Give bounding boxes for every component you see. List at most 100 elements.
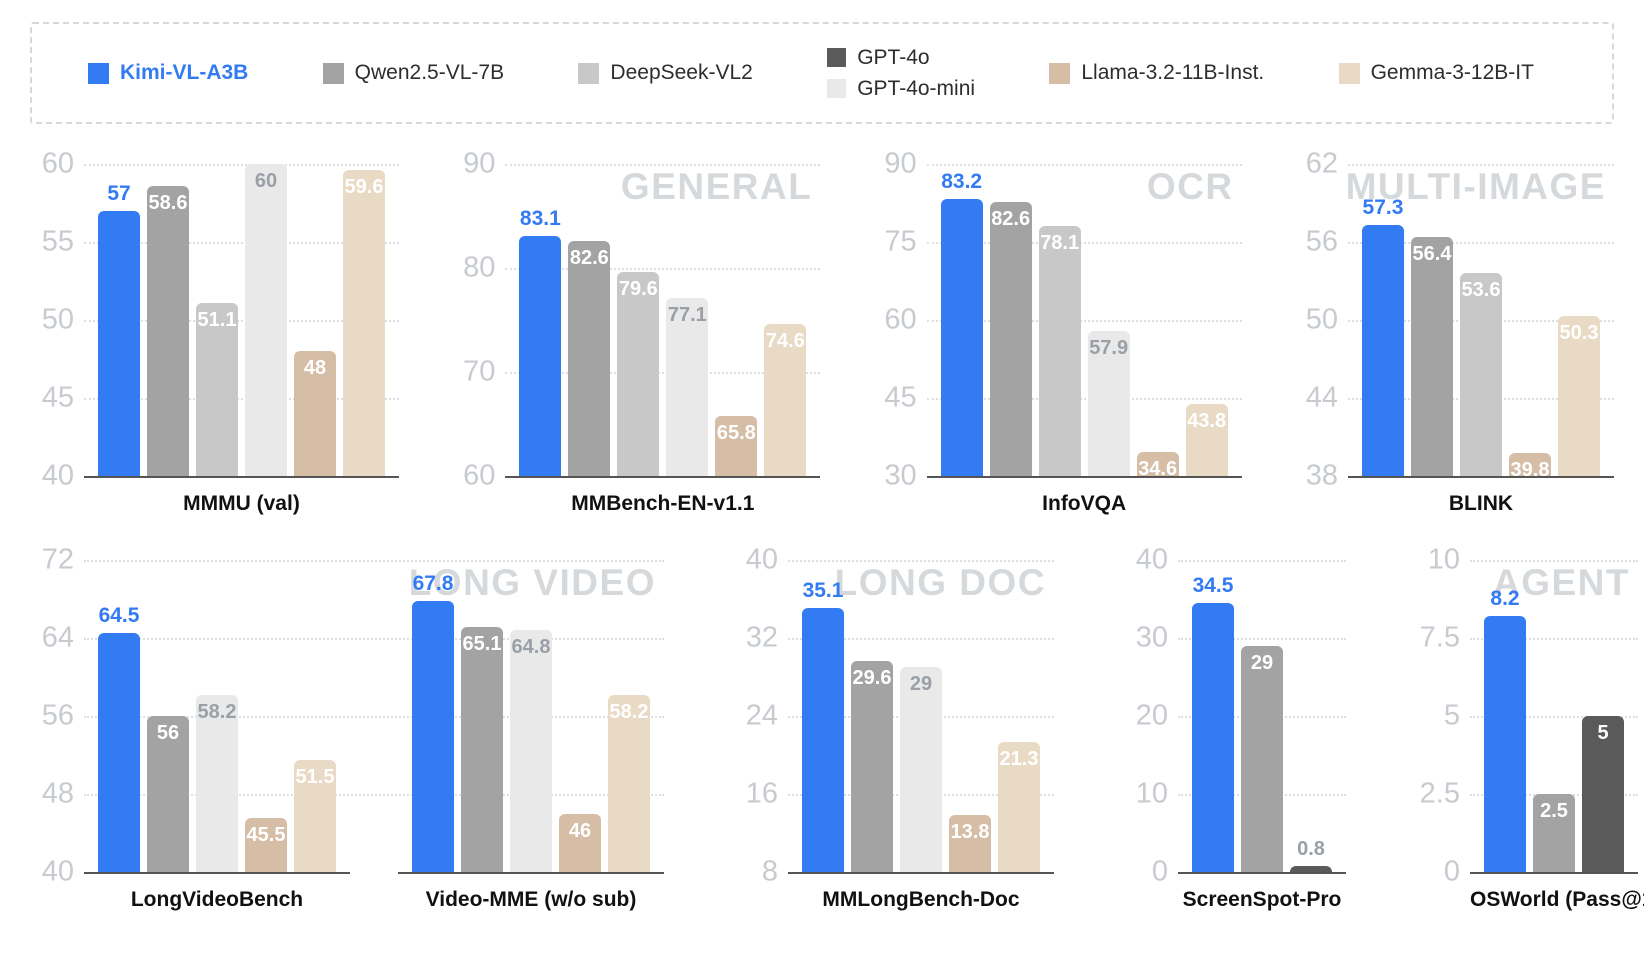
chart-title: Video-MME (w/o sub) <box>425 888 637 911</box>
chart-title: ScreenSpot-Pro <box>1182 888 1342 911</box>
legend-swatch-gemma <box>1338 62 1360 84</box>
gridline <box>84 242 399 244</box>
x-axis-line <box>505 476 821 478</box>
bar-value-label: 83.2 <box>941 170 983 194</box>
bar-kimi: 83.1 <box>519 208 562 476</box>
bar-groups: 35.1 29.6 29 13.8 21.3 <box>788 560 1054 874</box>
bar-value-label: 35.1 <box>802 578 844 602</box>
chart-title: LongVideoBench <box>130 888 304 911</box>
axis-tick-label: 50 <box>41 303 74 336</box>
axis-tick-label: 90 <box>463 147 496 180</box>
bar-group: 57.3 56.4 53.6 39.8 50.3 <box>1347 164 1614 480</box>
plot-area: LONG VIDEO 64.5 56 58.2 45.5 51.5 67.8 65.1 64.8… <box>84 560 664 874</box>
bar-gemma: 21.3 <box>998 742 1040 872</box>
category-watermark: MULTI-IMAGE <box>1345 166 1606 207</box>
chart-panel-body: 0 2.5 5 7.5 10 AGENT 8.2 2.5 5 <box>1416 545 1638 886</box>
axis-tick-label: 60 <box>463 459 496 492</box>
bar-group: 64.5 56 58.2 45.5 51.5 <box>84 560 350 874</box>
legend-label: Kimi-VL-A3B <box>120 61 249 84</box>
legend-swatch-gpt4o <box>827 48 847 67</box>
gridline <box>788 638 1054 640</box>
chart-titles: MMLongBench-Doc <box>788 888 1054 912</box>
gridline <box>505 268 821 271</box>
category-watermark: LONG VIDEO <box>408 562 656 603</box>
legend-label: DeepSeek-VL2 <box>610 61 753 84</box>
bar-value-label: 50.3 <box>1559 322 1599 345</box>
legend-swatch-llama <box>1049 62 1071 84</box>
axis-tick-label: 45 <box>41 381 74 414</box>
chart-title: MMBench-EN-v1.1 <box>571 492 755 515</box>
plot-area: 57 58.6 51.1 60 48 59.6 <box>84 164 399 478</box>
bar-value-label: 34.5 <box>1192 573 1234 597</box>
axis-tick-label: 60 <box>884 303 917 336</box>
plot-area: LONG DOC 35.1 29.6 29 13.8 21.3 <box>788 560 1054 874</box>
gridline <box>1470 716 1638 718</box>
bar-deepseek: 79.6 <box>617 272 660 476</box>
gridline <box>84 164 399 166</box>
gridline <box>84 638 664 640</box>
legend-label: Gemma-3-12B-IT <box>1370 61 1534 84</box>
chart-panel-body: 40 48 56 64 72 LONG VIDEO 64.5 56 58.2 45.5 51.5 67… <box>30 545 664 886</box>
bar-qwen: 82.6 <box>568 240 611 476</box>
bar-value-label: 57.9 <box>1089 336 1129 359</box>
y-axis: 38 44 50 56 62 <box>1294 149 1348 490</box>
bar-deepseek: 78.1 <box>1038 225 1081 476</box>
axis-tick-label: 40 <box>41 855 74 888</box>
bar-group: 35.1 29.6 29 13.8 21.3 <box>788 560 1054 874</box>
gridline <box>926 164 1242 166</box>
x-axis-line <box>84 872 350 874</box>
gridline <box>926 242 1242 244</box>
axis-tick-label: 48 <box>41 777 74 810</box>
bar-group: 83.2 82.6 78.1 57.9 34.6 43.8 <box>926 164 1242 481</box>
x-axis-line <box>1470 872 1638 874</box>
axis-tick-label: 75 <box>884 225 917 258</box>
axis-tick-label: 40 <box>1135 543 1168 576</box>
bar-value-label: 34.6 <box>1138 458 1178 481</box>
bar-value-label: 65.8 <box>716 421 756 444</box>
bar-gemma: 58.2 <box>608 694 650 872</box>
axis-tick-label: 56 <box>1305 225 1338 258</box>
axis-tick-label: 5 <box>1443 699 1460 732</box>
x-axis-line <box>1347 476 1614 478</box>
bar-value-label: 79.6 <box>618 278 658 301</box>
chart-panel-body: 40 45 50 55 60 57 58.6 51.1 60 48 59.6 <box>30 149 399 490</box>
bar-groups: 83.1 82.6 79.6 77.1 65.8 74.6 <box>505 164 821 478</box>
bar-groups: 57 58.6 51.1 60 48 59.6 <box>84 164 399 478</box>
bar-value-label: 58.6 <box>148 191 188 214</box>
bar-value-label: 58.2 <box>609 700 649 723</box>
bar-gpt4o_mini: 58.2 <box>196 694 238 872</box>
legend-column: Kimi-VL-A3B <box>88 61 248 85</box>
gridline <box>505 372 821 375</box>
plot-area: MULTI-IMAGE 57.3 56.4 53.6 39.8 50.3 <box>1345 164 1614 480</box>
axis-tick-label: 60 <box>41 147 74 180</box>
category-watermark: GENERAL <box>620 166 813 207</box>
gridline <box>1470 638 1638 640</box>
legend-label: GPT-4o-mini <box>857 76 976 100</box>
axis-tick-label: 44 <box>1305 381 1338 414</box>
bar-llama: 39.8 <box>1508 452 1551 480</box>
bar-qwen: 56 <box>147 716 189 872</box>
bar-value-label: 53.6 <box>1461 279 1501 302</box>
bar-kimi: 57 <box>98 183 140 476</box>
legend-column: GPT-4o GPT-4o-mini <box>827 46 975 101</box>
legend-label: Qwen2.5-VL-7B <box>354 61 505 84</box>
chart-panel-body: 30 45 60 75 90 OCR 83.2 82.6 78.1 57.9 34.6 43.8 <box>873 149 1242 490</box>
y-axis: 30 45 60 75 90 <box>873 149 927 490</box>
chart-title: MMLongBench-Doc <box>822 888 1020 911</box>
legend: Kimi-VL-A3B Qwen2.5-VL-7B DeepSeek-VL2 GPT-… <box>30 22 1614 124</box>
chart-row-1: 40 45 50 55 60 57 58.6 51.1 60 48 59.6 MMMU (val) 60… <box>30 149 1614 516</box>
axis-tick-label: 38 <box>1305 459 1338 492</box>
gridline <box>84 398 399 400</box>
chart-title: InfoVQA <box>1042 492 1127 515</box>
chart-title: OSWorld (Pass@1) <box>1470 888 1644 911</box>
bar-value-label: 13.8 <box>950 821 990 844</box>
axis-tick-label: 10 <box>1135 777 1168 810</box>
chart-titles: BLINK <box>1348 492 1614 516</box>
bar-value-label: 48 <box>303 357 327 380</box>
bar-groups: 8.2 2.5 5 <box>1470 560 1638 874</box>
bar-value-label: 51.1 <box>197 308 237 331</box>
legend-column: Llama-3.2-11B-Inst. <box>1049 61 1264 85</box>
legend-column: Gemma-3-12B-IT <box>1338 61 1534 85</box>
axis-tick-label: 55 <box>41 225 74 258</box>
axis-tick-label: 62 <box>1305 147 1338 180</box>
